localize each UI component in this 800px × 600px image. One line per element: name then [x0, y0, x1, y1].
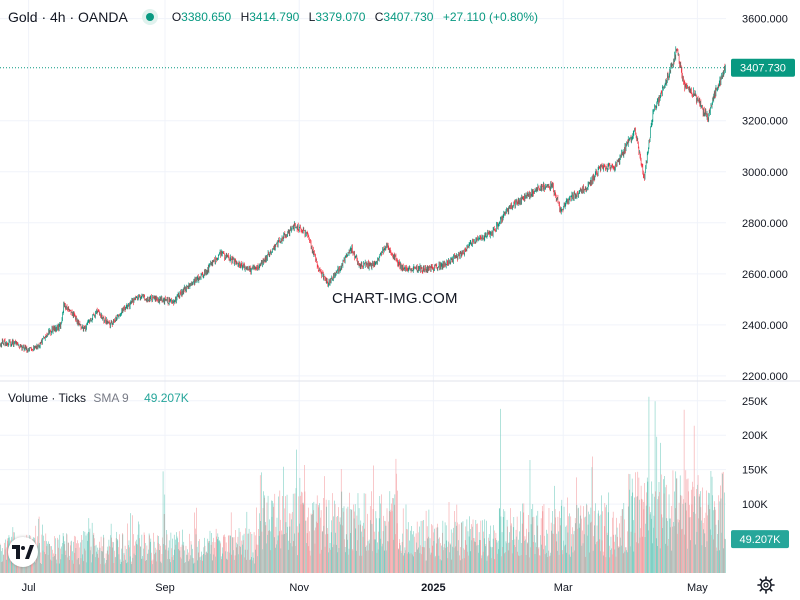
change-value: +27.110 (+0.80%) [442, 10, 539, 24]
low-label: L [308, 10, 316, 24]
volume-tick-label: 250K [742, 396, 768, 408]
price-tick-label: 3600.000 [742, 14, 788, 26]
last-price-tag: 3407.730 [731, 58, 795, 77]
last-volume-tag-label: 49.207K [740, 534, 782, 546]
legend-header: Gold · 4h · OANDA O3380.650 H3414.790 L3… [8, 8, 538, 26]
time-tick-label: Sep [155, 582, 175, 594]
price-tick-label: 2400.000 [742, 320, 788, 332]
tradingview-logo-icon[interactable] [8, 537, 38, 567]
time-tick-label: Nov [289, 582, 309, 594]
low-value: 3379.070 [315, 10, 366, 24]
price-candles [0, 46, 726, 353]
value-tags: 3407.730 49.207K [731, 58, 795, 549]
price-tick-label: 3000.000 [742, 167, 788, 179]
price-tick-label: 2600.000 [742, 269, 788, 281]
ohlc-values: O3380.650 H3414.790 L3379.070 C3407.730 … [172, 10, 538, 24]
time-tick-label: Jul [22, 582, 36, 594]
high-value: 3414.790 [249, 10, 300, 24]
time-tick-label: May [687, 582, 708, 594]
close-value: 3407.730 [383, 10, 434, 24]
price-tick-label: 3200.000 [742, 116, 788, 128]
price-axis[interactable]: 3600.000 3200.000 3000.000 2800.000 2600.000… [742, 14, 788, 383]
volume-sma-label: SMA 9 [93, 391, 129, 405]
last-price-tag-label: 3407.730 [740, 63, 786, 75]
volume-tick-label: 150K [742, 465, 768, 477]
time-axis[interactable]: Jul Sep Nov 2025 Mar May [22, 582, 709, 594]
watermark-text: CHART-IMG.COM [332, 290, 458, 307]
volume-legend: Volume · Ticks SMA 9 49.207K [8, 391, 189, 405]
close-label: C [374, 10, 384, 24]
volume-tick-label: 200K [742, 430, 768, 442]
settings-gear-icon[interactable] [757, 576, 775, 594]
time-tick-label: 2025 [421, 582, 445, 594]
open-value: 3380.650 [181, 10, 232, 24]
grid-lines [0, 0, 726, 573]
market-status-icon[interactable] [141, 9, 158, 25]
volume-tick-label: 100K [742, 499, 768, 511]
high-label: H [240, 10, 250, 24]
last-volume-tag: 49.207K [731, 530, 789, 549]
time-tick-label: Mar [554, 582, 573, 594]
volume-value: 49.207K [144, 391, 189, 405]
symbol-title[interactable]: Gold · 4h · OANDA [8, 9, 128, 25]
volume-axis[interactable]: 250K 200K 150K 100K [742, 396, 768, 511]
volume-bars [0, 396, 726, 573]
volume-title[interactable]: Volume · Ticks [8, 391, 87, 405]
price-tick-label: 2800.000 [742, 218, 788, 230]
price-tick-label: 2200.000 [742, 371, 788, 383]
open-label: O [171, 10, 182, 24]
